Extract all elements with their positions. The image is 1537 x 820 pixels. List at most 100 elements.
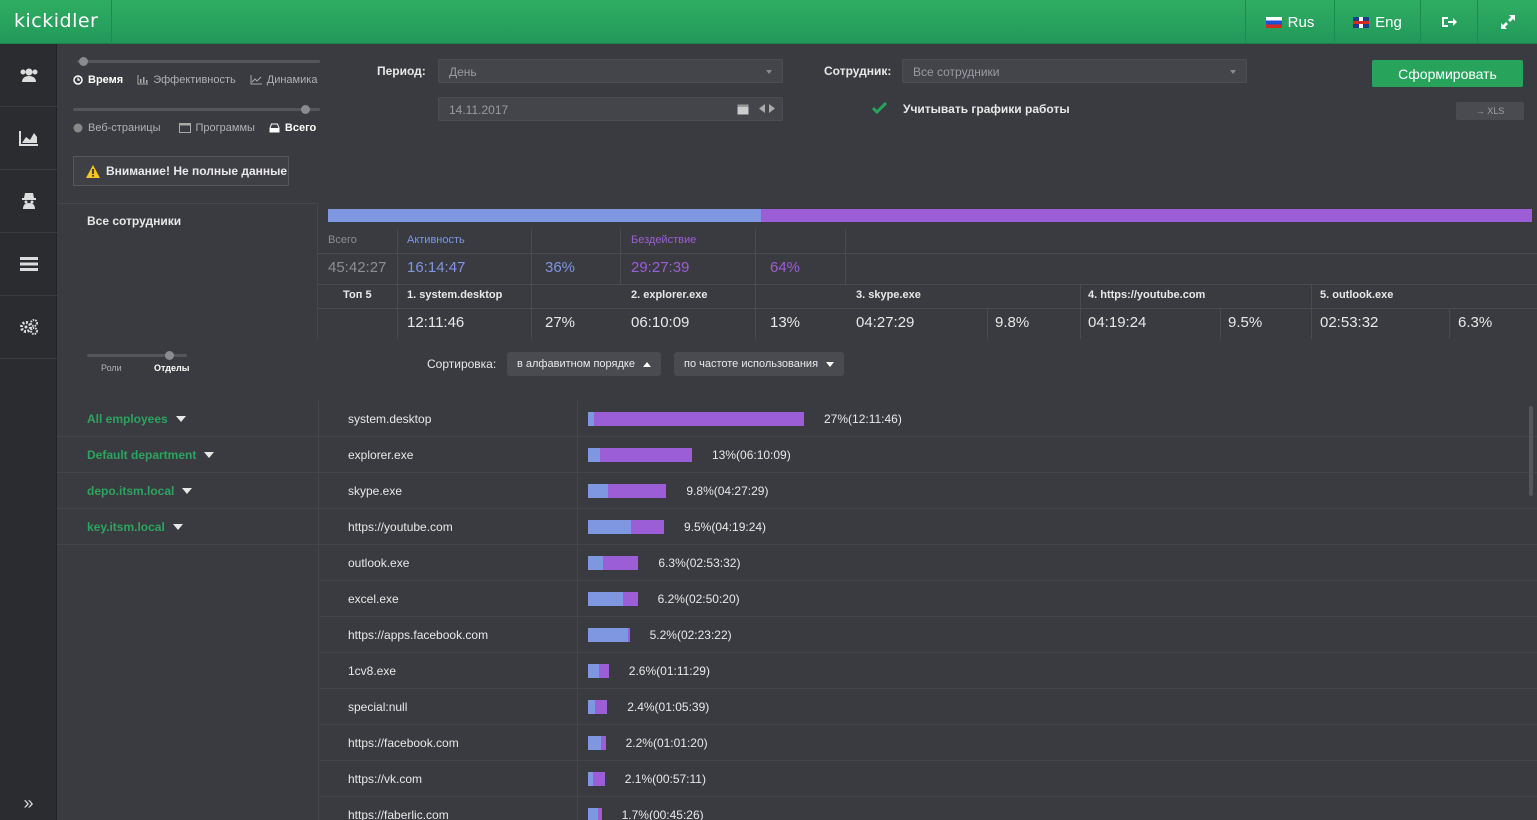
app-usage-label: 2.1%(00:57:11): [624, 772, 706, 786]
app-row[interactable]: explorer.exe 13%(06:10:09): [319, 437, 1537, 473]
grouping-slider[interactable]: [87, 351, 187, 360]
area-chart-icon: [18, 131, 38, 146]
app-usage-bar: [588, 700, 608, 714]
grouping-roles-option[interactable]: Роли: [101, 363, 122, 373]
date-input[interactable]: 14.11.2017: [438, 97, 783, 121]
source-slider[interactable]: [73, 105, 320, 114]
app-row[interactable]: outlook.exe 6.3%(02:53:32): [319, 545, 1537, 581]
group-item[interactable]: key.itsm.local: [57, 509, 318, 545]
sort-frequency-button[interactable]: по частоте использования: [674, 352, 845, 376]
app-row[interactable]: https://apps.facebook.com 5.2%(02:23:22): [319, 617, 1537, 653]
app-name: https://faberlic.com: [348, 808, 449, 820]
active-value: 16:14:47: [407, 259, 466, 276]
top-item-name: 2. explorer.exe: [631, 289, 708, 301]
app-usage-active: [588, 808, 598, 820]
app-usage-idle: [600, 736, 606, 750]
activity-ratio-idle: [761, 209, 1532, 222]
summary-grid: Всего Активность Бездействие 45:42:27 16…: [318, 229, 1537, 339]
app-usage-active: [588, 484, 608, 498]
top-item-time: 02:53:32: [1320, 314, 1379, 331]
sidebar-expand-button[interactable]: »: [23, 793, 34, 813]
scrollbar[interactable]: [1529, 406, 1533, 496]
top-item-name: 3. skype.exe: [856, 289, 921, 301]
app-usage-active: [588, 664, 600, 678]
sort-asc-icon: [642, 361, 651, 367]
mode-efficiency-option[interactable]: Эффективность: [137, 74, 236, 86]
group-item[interactable]: All employees: [57, 401, 318, 437]
employee-select[interactable]: Все сотрудники: [902, 59, 1247, 83]
employee-label: Сотрудник:: [824, 64, 892, 78]
sidebar-item-list[interactable]: [0, 233, 57, 296]
caret-down-icon[interactable]: [175, 415, 186, 422]
export-xls-button[interactable]: → XLS: [1456, 102, 1524, 120]
calendar-icon[interactable]: [737, 103, 749, 115]
app-usage-label: 9.5%(04:19:24): [684, 520, 767, 534]
app-row[interactable]: https://vk.com 2.1%(00:57:11): [319, 761, 1537, 797]
logo-text: kickidler: [14, 10, 99, 32]
window-icon: [178, 123, 191, 133]
app-usage-idle: [593, 772, 605, 786]
group-name: key.itsm.local: [87, 519, 165, 534]
users-icon: [20, 68, 37, 82]
app-usage-label: 27%(12:11:46): [824, 412, 902, 426]
logout-button[interactable]: [1420, 0, 1477, 44]
mode-slider-knob[interactable]: [79, 57, 88, 66]
globe-icon: [73, 123, 83, 133]
grouping-slider-knob[interactable]: [165, 351, 174, 360]
lang-en-button[interactable]: Eng: [1334, 0, 1420, 44]
check-icon[interactable]: [872, 102, 887, 114]
grouping-departments-option[interactable]: Отделы: [154, 363, 190, 373]
sidebar-item-users[interactable]: [0, 44, 57, 107]
prev-day-icon[interactable]: [759, 104, 766, 113]
sidebar-item-charts[interactable]: [0, 107, 57, 170]
app-row[interactable]: special:null 2.4%(01:05:39): [319, 689, 1537, 725]
mode-slider[interactable]: [77, 57, 320, 66]
app-usage-bar: [588, 772, 605, 786]
app-usage-label: 2.4%(01:05:39): [627, 700, 710, 714]
source-web-option[interactable]: Веб-страницы: [73, 122, 161, 134]
app-usage-label: 9.8%(04:27:29): [686, 484, 769, 498]
logo[interactable]: kickidler: [0, 0, 112, 44]
column-divider: [577, 545, 578, 581]
source-slider-knob[interactable]: [301, 105, 310, 114]
top-item-name: 5. outlook.exe: [1320, 289, 1394, 301]
sidebar-item-settings[interactable]: [0, 296, 57, 359]
mode-dynamics-option[interactable]: Динамика: [250, 74, 317, 86]
app-row[interactable]: excel.exe 6.2%(02:50:20): [319, 581, 1537, 617]
warning-icon: [86, 164, 100, 178]
app-name: https://youtube.com: [348, 520, 453, 534]
caret-down-icon[interactable]: [204, 451, 215, 458]
source-programs-option[interactable]: Программы: [178, 122, 255, 134]
group-item[interactable]: depo.itsm.local: [57, 473, 318, 509]
top-item-name: 1. system.desktop: [407, 289, 503, 301]
app-row[interactable]: https://faberlic.com 1.7%(00:45:26): [319, 797, 1537, 820]
sidebar-item-spy[interactable]: [0, 170, 57, 233]
generate-report-button[interactable]: Сформировать: [1372, 60, 1523, 87]
app-usage-label: 1.7%(00:45:26): [621, 808, 704, 820]
fullscreen-button[interactable]: [1477, 0, 1537, 44]
apps-list: system.desktop 27%(12:11:46) explorer.exe 1…: [318, 401, 1537, 820]
app-row[interactable]: system.desktop 27%(12:11:46): [319, 401, 1537, 437]
source-all-option[interactable]: Всего: [269, 122, 316, 134]
app-name: excel.exe: [348, 592, 399, 606]
mode-time-option[interactable]: Время: [73, 74, 123, 86]
schedule-label[interactable]: Учитывать графики работы: [903, 102, 1070, 116]
app-usage-active: [588, 700, 595, 714]
app-usage-idle: [630, 520, 664, 534]
app-usage-idle: [599, 664, 609, 678]
next-day-icon[interactable]: [769, 104, 776, 113]
date-value: 14.11.2017: [449, 103, 509, 117]
summary-group-panel: Все сотрудники: [57, 203, 318, 339]
app-name: https://vk.com: [348, 772, 423, 786]
sort-alpha-button[interactable]: в алфавитном порядке: [507, 352, 661, 376]
app-row[interactable]: 1cv8.exe 2.6%(01:11:29): [319, 653, 1537, 689]
app-row[interactable]: skype.exe 9.8%(04:27:29): [319, 473, 1537, 509]
period-select[interactable]: День: [438, 59, 783, 83]
sort-desc-icon: [826, 361, 835, 367]
app-row[interactable]: https://youtube.com 9.5%(04:19:24): [319, 509, 1537, 545]
caret-down-icon[interactable]: [182, 487, 193, 494]
caret-down-icon[interactable]: [172, 523, 183, 530]
lang-ru-button[interactable]: Rus: [1245, 0, 1334, 44]
app-row[interactable]: https://facebook.com 2.2%(01:01:20): [319, 725, 1537, 761]
group-item[interactable]: Default department: [57, 437, 318, 473]
